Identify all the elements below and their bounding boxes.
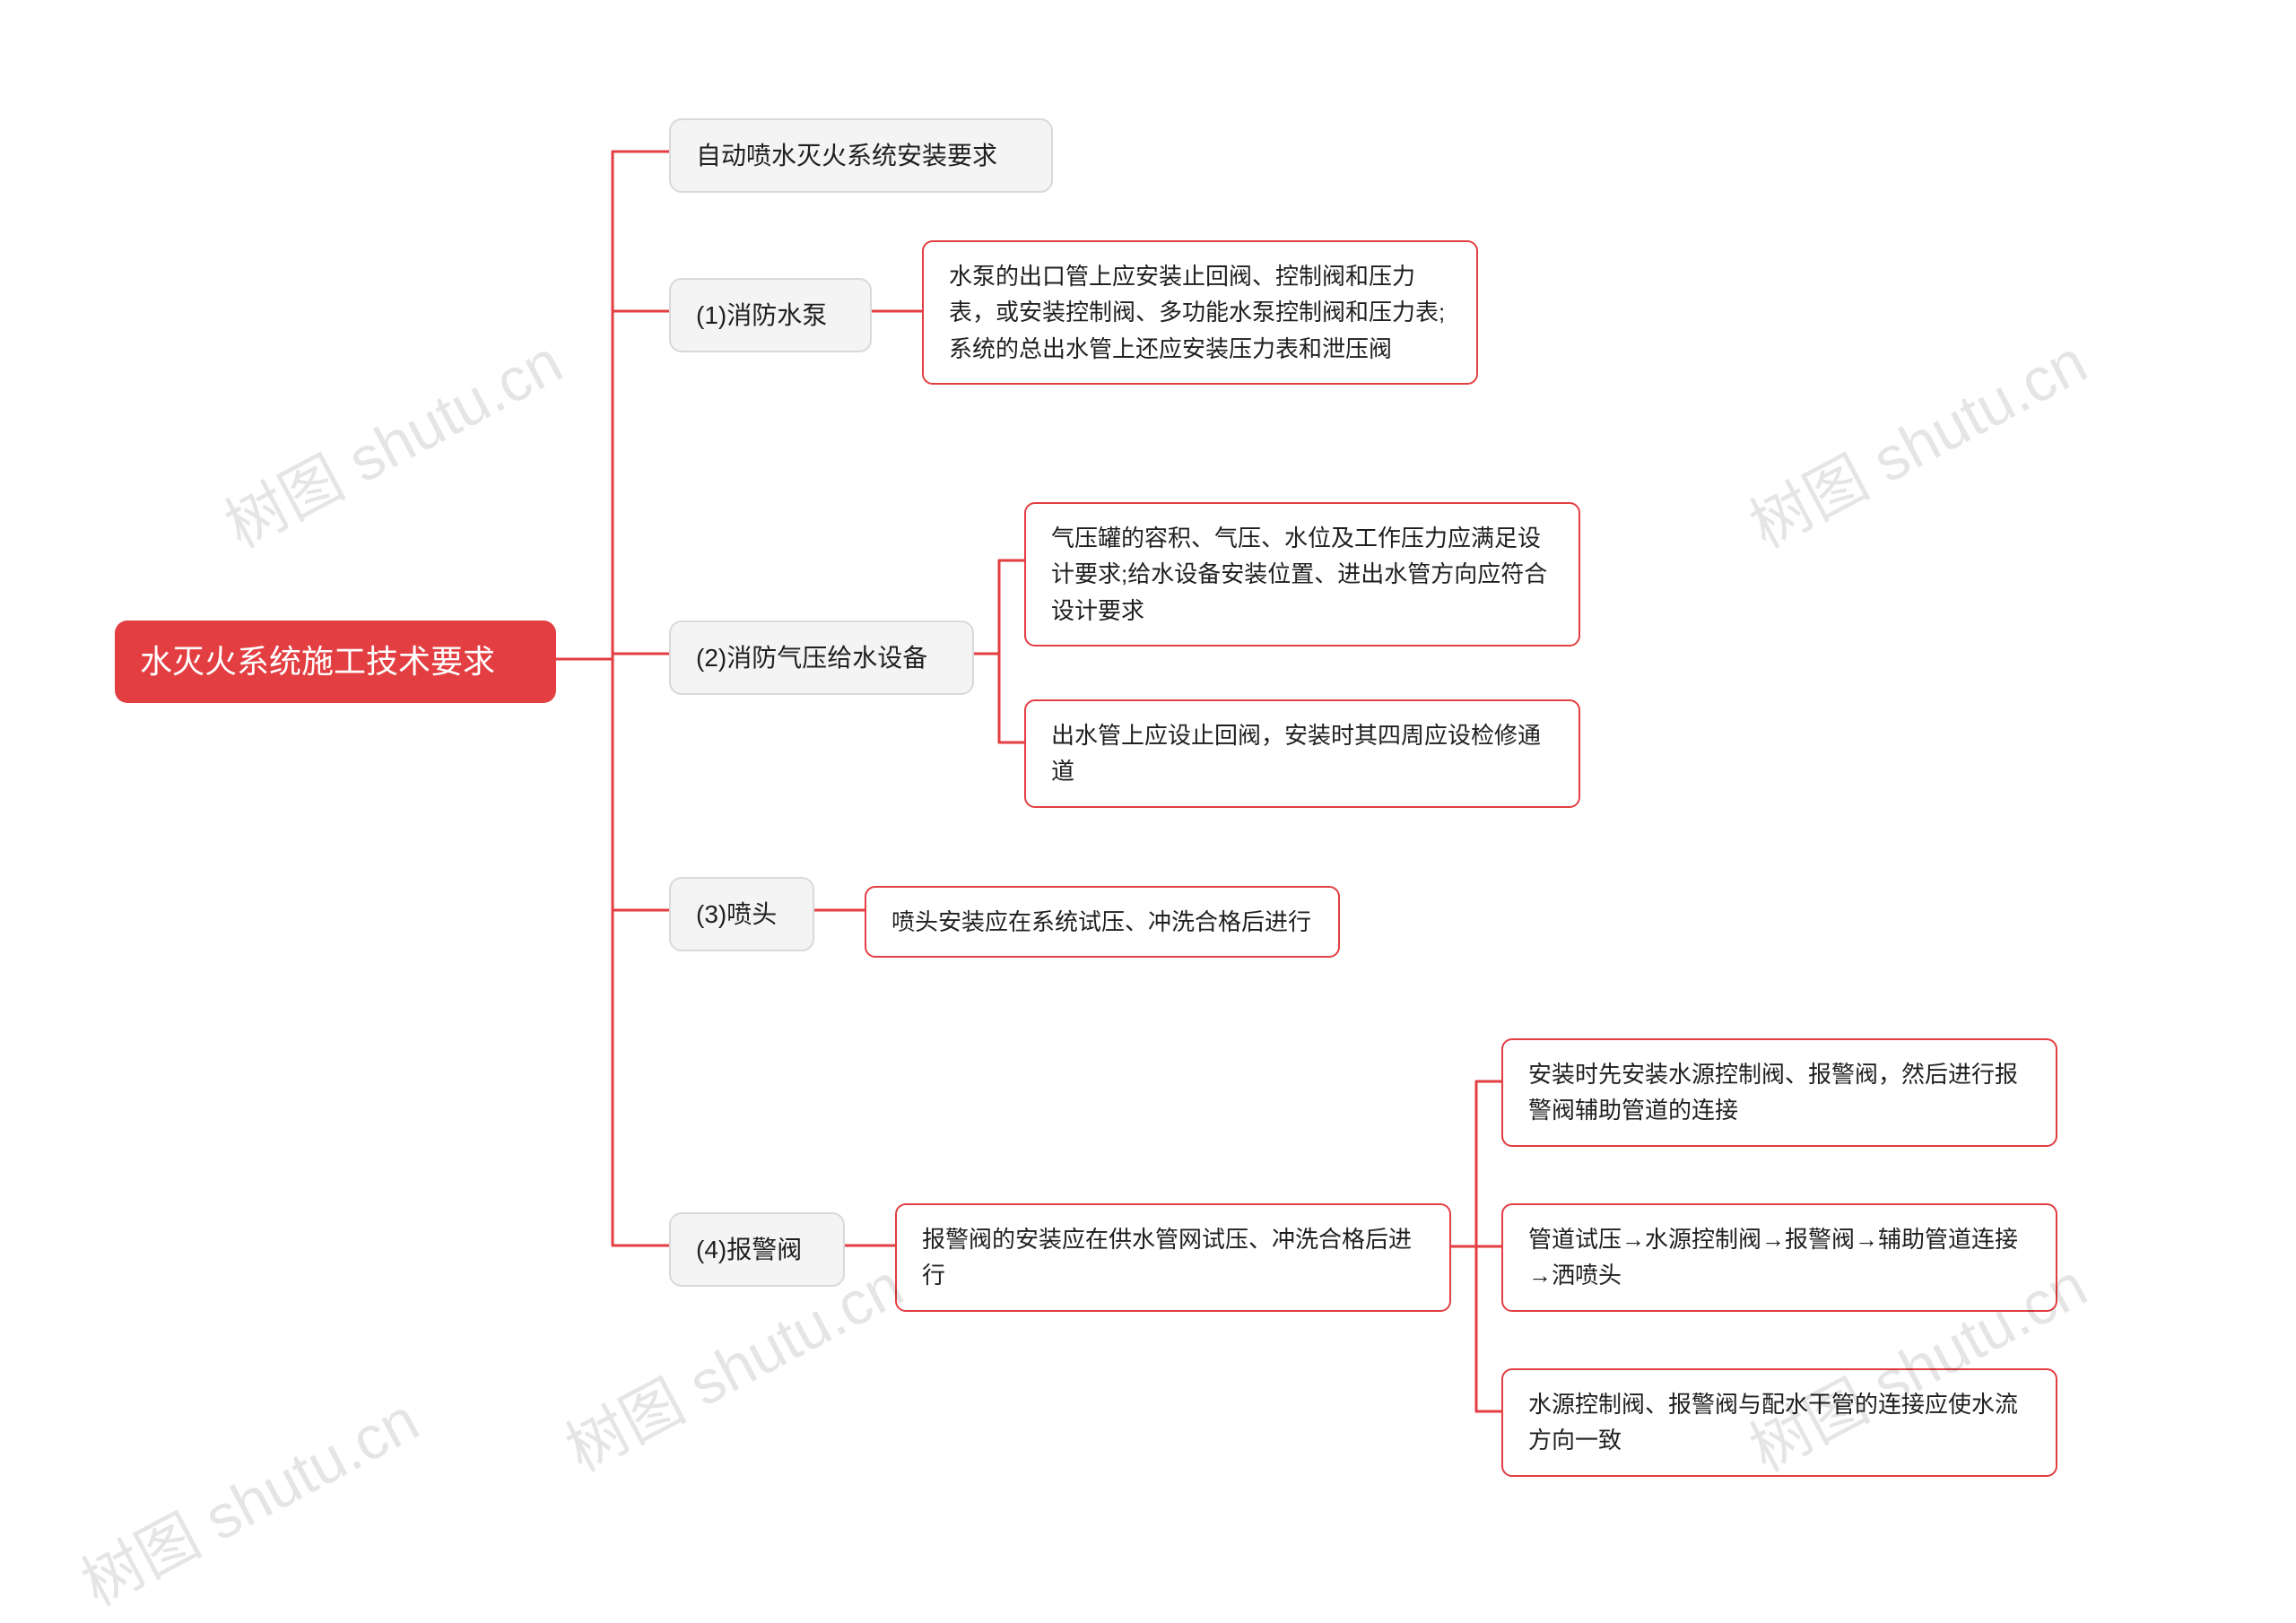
watermark: 树图 shutu.cn (207, 313, 575, 565)
leaf-node-1: 气压罐的容积、气压、水位及工作压力应满足设计要求;给水设备安装位置、进出水管方向… (1024, 502, 1580, 647)
leaf-node-3: 喷头安装应在系统试压、冲洗合格后进行 (865, 886, 1340, 958)
watermark: 树图 shutu.cn (1732, 313, 2100, 565)
branch-node-0: 自动喷水灭火系统安装要求 (669, 118, 1053, 193)
branch-node-1: (1)消防水泵 (669, 278, 872, 352)
branch-node-3: (3)喷头 (669, 877, 814, 951)
leaf-node-5: 安装时先安装水源控制阀、报警阀，然后进行报警阀辅助管道的连接 (1501, 1038, 2057, 1147)
leaf-node-4: 报警阀的安装应在供水管网试压、冲洗合格后进行 (895, 1203, 1451, 1312)
watermark: 树图 shutu.cn (64, 1371, 431, 1623)
branch-node-2: (2)消防气压给水设备 (669, 621, 974, 695)
leaf-node-0: 水泵的出口管上应安装止回阀、控制阀和压力表，或安装控制阀、多功能水泵控制阀和压力… (922, 240, 1478, 385)
leaf-node-2: 出水管上应设止回阀，安装时其四周应设检修通道 (1024, 699, 1580, 808)
mindmap-canvas: 水灭火系统施工技术要求 自动喷水灭火系统安装要求 (1)消防水泵 (2)消防气压给水设… (0, 0, 2296, 1509)
root-node: 水灭火系统施工技术要求 (115, 621, 556, 703)
